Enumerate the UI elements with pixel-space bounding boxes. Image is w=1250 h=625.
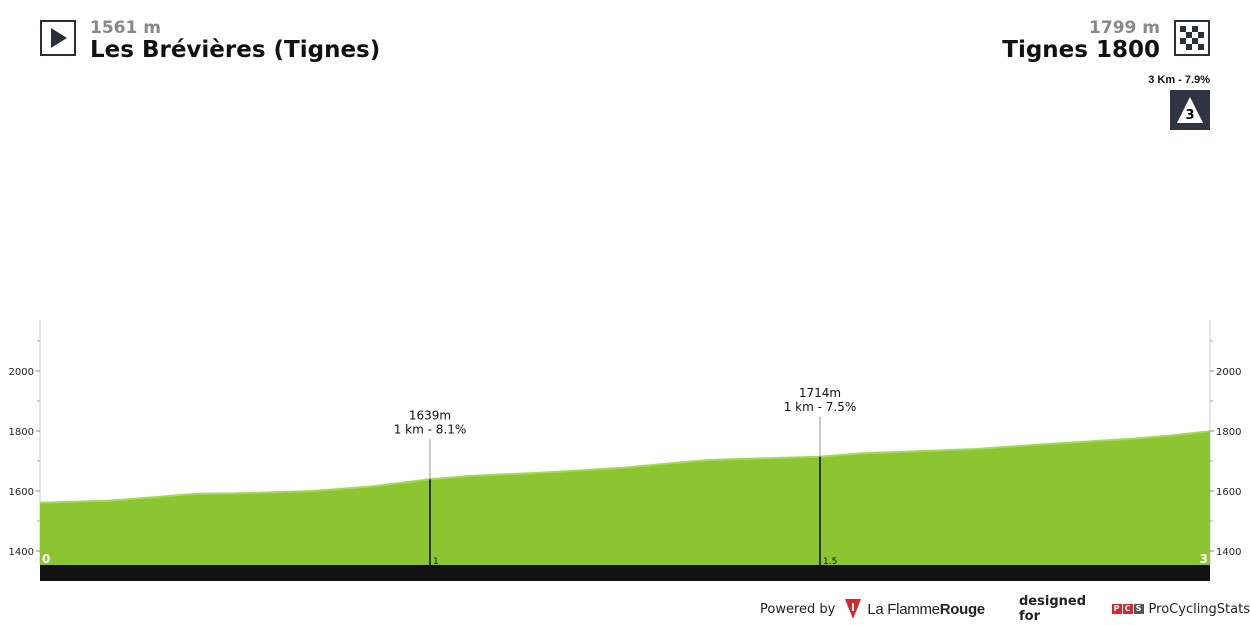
designed-for: designed for P C S ProCyclingStats xyxy=(1019,594,1250,624)
finish-header: 1799 m Tignes 1800 3 Km - 7.9% 3 xyxy=(790,18,1210,138)
climb-category: 3 xyxy=(1185,108,1195,123)
pcs-logo-icon: P C S xyxy=(1111,604,1144,614)
powered-by-label: Powered by xyxy=(760,601,836,617)
elevation-area xyxy=(40,431,1210,565)
annotation-grade: 1 km - 8.1% xyxy=(394,422,467,436)
finish-altitude: 1799 m xyxy=(1089,18,1160,38)
pcs-letter-p: P xyxy=(1111,604,1122,614)
x-tick-label: 3 xyxy=(1200,552,1208,566)
checkered-flag-icon xyxy=(1174,20,1210,56)
lfr-brand-light: La Flamme xyxy=(867,600,940,618)
start-location: Les Brévières (Tignes) xyxy=(90,37,381,63)
play-flag-icon xyxy=(40,20,76,56)
finish-location: Tignes 1800 xyxy=(1002,37,1160,63)
la-flamme-rouge-logo-icon xyxy=(845,599,862,619)
y-tick-label-right: 1600 xyxy=(1216,487,1241,498)
y-tick-label-right: 1400 xyxy=(1216,547,1241,558)
checkered-icon xyxy=(1180,26,1204,50)
annotation-grade: 1 km - 7.5% xyxy=(784,400,857,414)
annotation-altitude: 1714m xyxy=(799,386,841,400)
la-flamme-rouge-brand[interactable]: La FlammeRouge xyxy=(867,601,985,618)
climb-label: 3 Km - 7.9% xyxy=(1148,74,1210,86)
pcs-letter-s: S xyxy=(1133,604,1144,614)
y-tick-label-left: 1600 xyxy=(9,487,34,498)
y-tick-label-left: 1800 xyxy=(9,427,34,438)
lfr-brand-bold: Rouge xyxy=(939,600,985,618)
climb-category-badge: 3 xyxy=(1170,90,1210,130)
mountain-icon xyxy=(1177,97,1203,123)
powered-by: Powered by La FlammeRouge xyxy=(760,598,985,620)
x-tick-label: 0 xyxy=(42,552,50,566)
procyclingstats-link[interactable]: ProCyclingStats xyxy=(1148,601,1250,617)
y-tick-label-left: 1400 xyxy=(9,547,34,558)
start-altitude: 1561 m xyxy=(90,18,161,38)
y-tick-label-left: 2000 xyxy=(9,367,34,378)
designed-for-label: designed for xyxy=(1019,594,1086,624)
y-tick-label-right: 2000 xyxy=(1216,367,1241,378)
km-bar xyxy=(40,565,1210,581)
x-tick-label: 1.5 xyxy=(823,557,837,567)
play-icon xyxy=(51,28,67,48)
pcs-letter-c: C xyxy=(1122,604,1133,614)
annotation-altitude: 1639m xyxy=(409,408,451,422)
x-tick-label: 1 xyxy=(433,557,439,567)
y-tick-label-right: 1800 xyxy=(1216,427,1241,438)
elevation-line xyxy=(39,430,1211,504)
